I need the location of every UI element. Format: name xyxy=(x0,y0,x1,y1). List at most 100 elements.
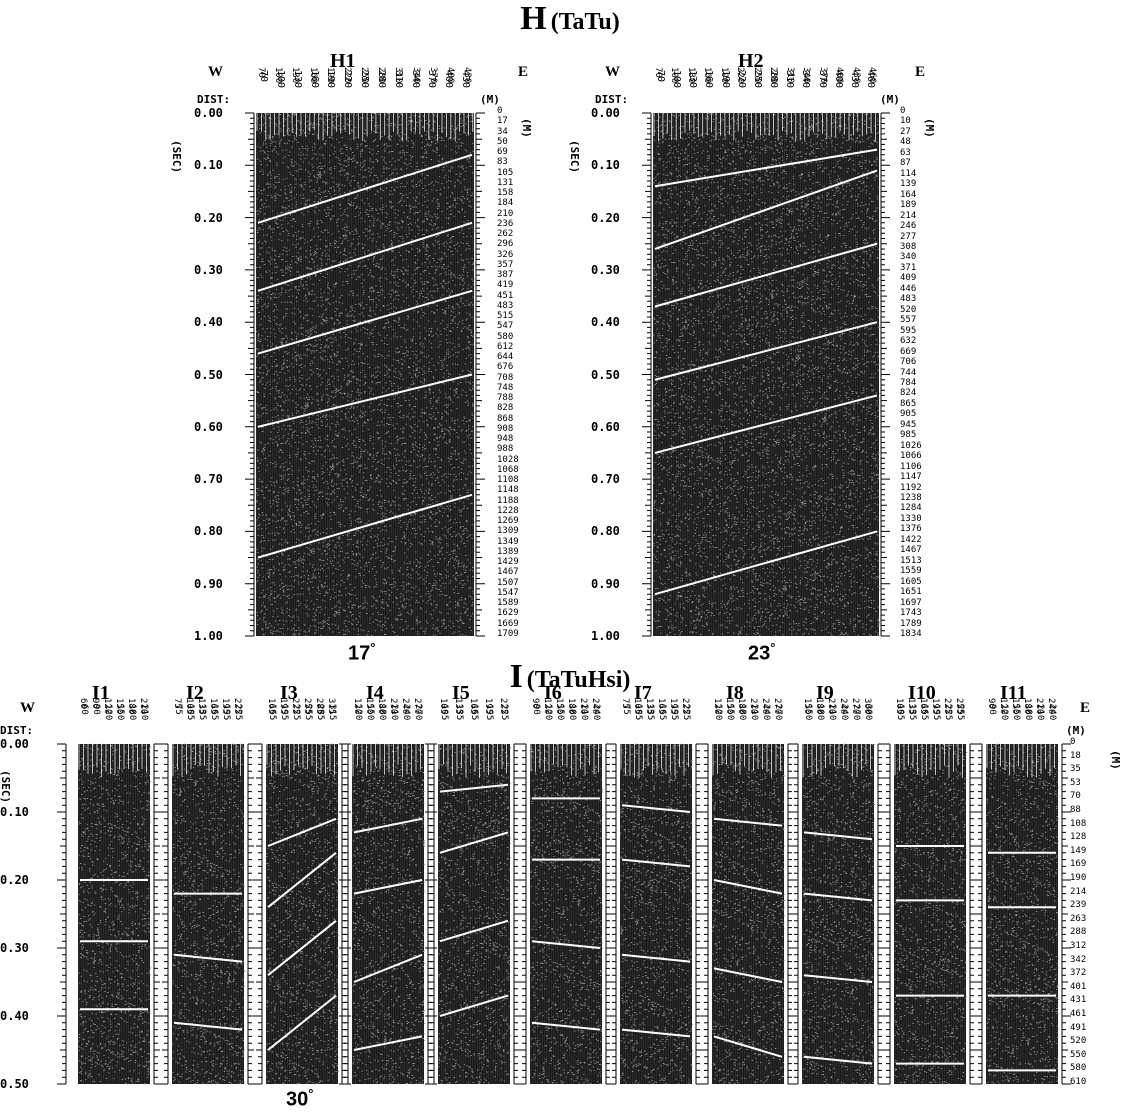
first-arrivals xyxy=(802,744,871,778)
reflector-line xyxy=(353,817,423,834)
depth-label: 114 xyxy=(900,168,917,179)
distance-tick-label: 165 xyxy=(209,704,219,721)
degree-symbol: ° xyxy=(370,640,376,655)
distance-tick-label: 150 xyxy=(1011,704,1021,721)
reflector-line xyxy=(803,892,873,902)
east-label: E xyxy=(1080,700,1091,716)
reflector-line xyxy=(439,783,509,793)
west-label: W xyxy=(20,700,35,716)
degree-symbol: ° xyxy=(770,640,776,655)
angle-value: 30 xyxy=(286,1088,309,1111)
depth-label: 451 xyxy=(497,290,514,301)
panel-i2 xyxy=(159,743,257,1085)
depth-label: 461 xyxy=(1070,1009,1087,1019)
panel-title-i8: I8 xyxy=(726,682,744,704)
depth-label: 483 xyxy=(497,300,514,311)
panel-title-h2: H2 xyxy=(738,50,764,72)
trace-texture xyxy=(172,744,244,1084)
depth-label: 0 xyxy=(1070,737,1076,747)
degree-symbol: ° xyxy=(308,1086,314,1101)
time-tick-label: 0.90 xyxy=(591,576,620,591)
depth-label: 1148 xyxy=(497,485,519,496)
noise-texture xyxy=(438,744,512,1085)
time-tick-label: 0.20 xyxy=(591,210,620,225)
distance-tick-label: 240 xyxy=(839,704,849,721)
distance-tick-label: 270 xyxy=(773,704,783,721)
time-tick-label: 0.20 xyxy=(194,210,223,225)
time-axis-ticks xyxy=(57,743,66,1085)
distance-tick-label: 210 xyxy=(139,704,149,721)
reflector-line xyxy=(803,974,873,983)
trace-texture xyxy=(894,744,966,1084)
depth-label: 210 xyxy=(497,208,514,219)
reflector-line xyxy=(267,852,337,908)
west-label: W xyxy=(208,64,223,80)
section-background xyxy=(986,744,1058,1084)
first-arrivals xyxy=(172,744,241,777)
reflector-line xyxy=(439,831,509,854)
section-title-i: I (TaTuHsi) xyxy=(400,658,740,696)
depth-label: 1834 xyxy=(900,629,922,639)
time-tick-label: 0.60 xyxy=(591,419,620,434)
depth-label: 1605 xyxy=(900,576,922,587)
trace-texture xyxy=(712,744,784,1084)
noise-texture xyxy=(894,743,968,1085)
depth-label: 988 xyxy=(497,444,514,455)
distance-tick-label: 225 xyxy=(233,704,243,721)
depth-label: 246 xyxy=(900,221,917,232)
distance-tick-label: 225 xyxy=(681,704,691,721)
distance-tick-label: 120 xyxy=(103,704,113,721)
distance-tick-label: 285 xyxy=(315,704,325,721)
distance-tick-label: 180 xyxy=(127,704,137,721)
dist-label: DIST: xyxy=(0,724,34,737)
reflector-line xyxy=(803,831,873,841)
depth-label: 1547 xyxy=(497,587,519,598)
distance-tick-label: 195 xyxy=(931,704,941,721)
depth-label: 948 xyxy=(497,434,514,445)
depth-label: 184 xyxy=(497,198,514,209)
depth-label: 34 xyxy=(497,126,508,137)
depth-label: 824 xyxy=(900,388,917,399)
trace-texture xyxy=(266,744,338,1084)
depth-label: 1559 xyxy=(900,566,922,577)
distance-tick-label: 105 xyxy=(895,704,905,721)
time-axis-ticks xyxy=(1062,743,1071,1085)
time-tick-label: 0.30 xyxy=(194,262,223,277)
panel-i5 xyxy=(425,743,523,1085)
depth-label: 342 xyxy=(1070,954,1087,965)
depth-label: 1309 xyxy=(497,526,519,537)
section-background xyxy=(438,744,510,1084)
dip-angle-h1: 17° xyxy=(348,640,375,666)
first-arrivals xyxy=(894,744,963,778)
time-tick-label: 1.00 xyxy=(194,629,223,643)
panel-title-i9: I9 xyxy=(816,682,834,704)
reflector-line xyxy=(654,148,878,188)
noise-texture xyxy=(802,743,876,1085)
distance-tick-label: 195 xyxy=(669,704,679,721)
section-letter: H xyxy=(520,0,547,37)
reflector-line xyxy=(654,530,878,596)
panel-title-i5: I5 xyxy=(452,682,470,704)
depth-label: 53 xyxy=(1070,777,1081,788)
depth-label: 0 xyxy=(497,106,503,116)
depth-label: 371 xyxy=(900,262,917,273)
depth-label: 1147 xyxy=(900,472,922,483)
noise-texture xyxy=(256,112,476,637)
panel-title-i10: I10 xyxy=(908,682,936,704)
time-axis-ticks xyxy=(159,743,168,1085)
reflector-line xyxy=(713,817,783,827)
panel-i3 xyxy=(253,743,351,1085)
section-background xyxy=(78,744,150,1084)
depth-label: 108 xyxy=(1070,818,1087,829)
time-axis-ticks xyxy=(881,112,890,637)
depth-label: 214 xyxy=(1070,886,1087,897)
dist-label: DIST: xyxy=(595,93,629,106)
distance-tick-label: 90 xyxy=(531,704,541,715)
time-axis-ticks xyxy=(881,743,890,1085)
depth-label: 83 xyxy=(497,157,508,168)
time-tick-label: 0.10 xyxy=(591,158,620,173)
depth-label: 149 xyxy=(1070,845,1087,856)
distance-tick-label: 135 xyxy=(907,704,917,721)
panel-title-i4: I4 xyxy=(366,682,384,704)
distance-tick-label: 225 xyxy=(499,704,509,721)
